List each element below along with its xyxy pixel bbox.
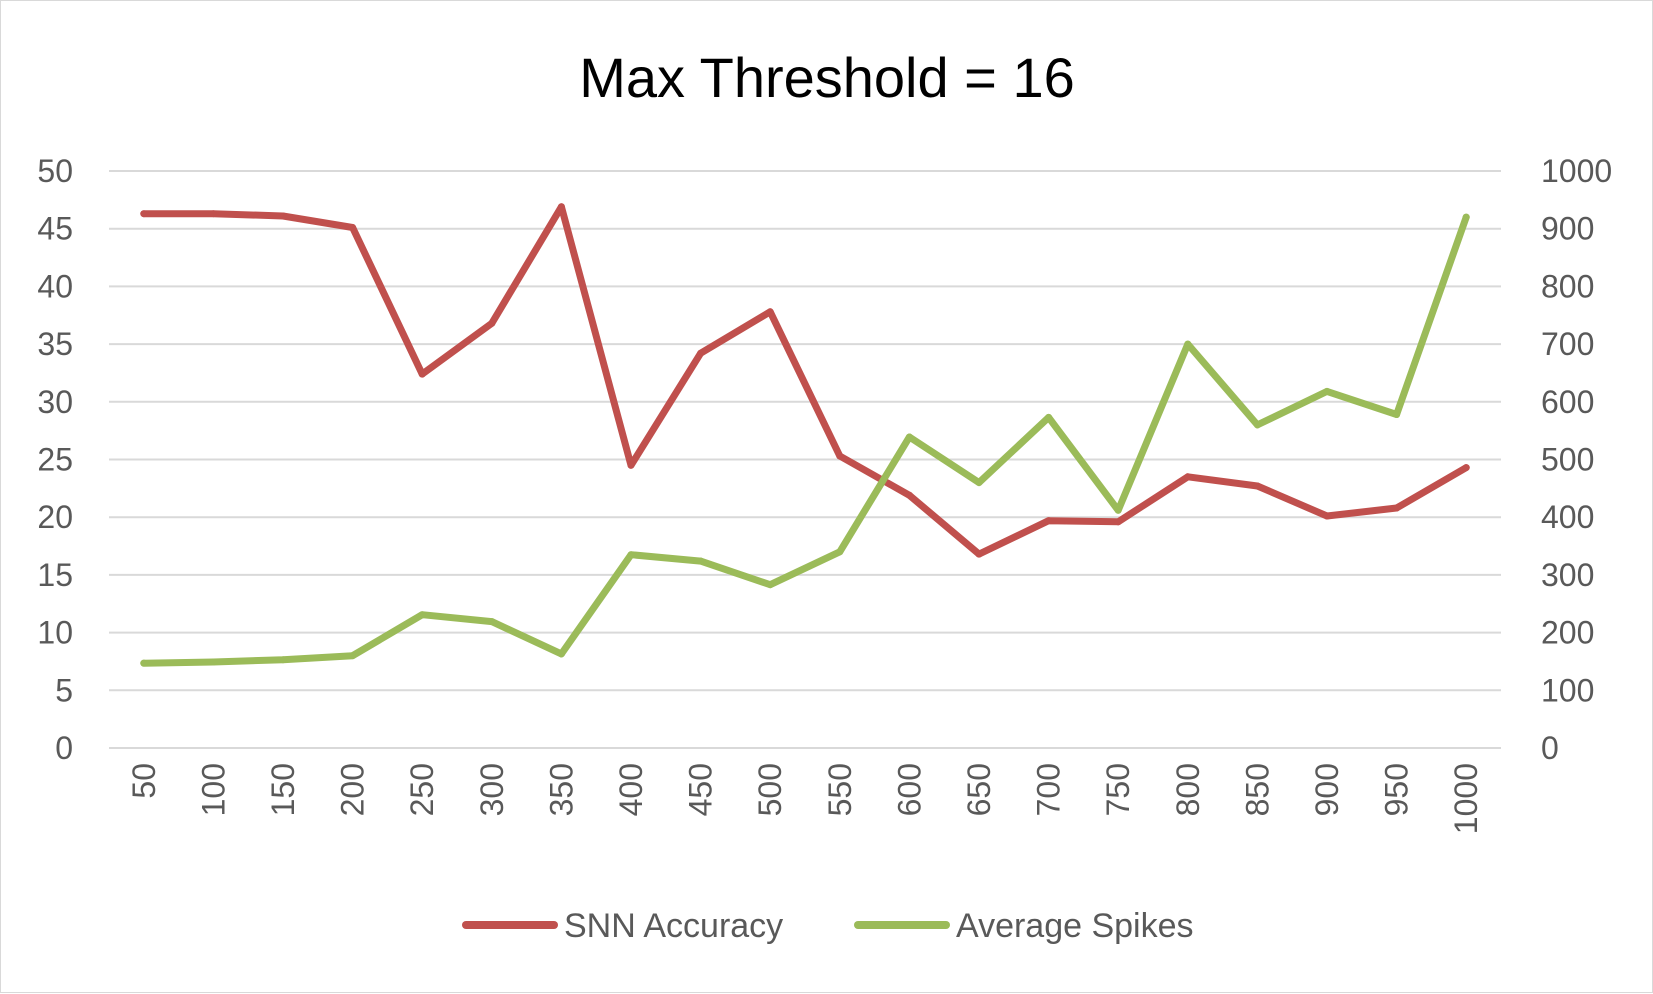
data-point xyxy=(627,461,635,469)
data-point xyxy=(349,224,357,232)
right-tick-label: 500 xyxy=(1541,442,1594,478)
x-tick-label: 450 xyxy=(683,763,719,816)
x-tick-label: 750 xyxy=(1100,763,1136,816)
data-point xyxy=(766,308,774,316)
data-point xyxy=(418,611,426,619)
data-point xyxy=(140,659,148,667)
series-line-0 xyxy=(140,203,1470,558)
data-point xyxy=(766,581,774,589)
x-tick-label: 50 xyxy=(126,763,162,799)
data-point xyxy=(1462,464,1470,472)
left-tick-label: 0 xyxy=(55,730,73,766)
data-point xyxy=(488,618,496,626)
data-point xyxy=(488,319,496,327)
left-tick-label: 30 xyxy=(37,384,73,420)
x-tick-label: 200 xyxy=(335,763,371,816)
right-tick-label: 600 xyxy=(1541,384,1594,420)
gridlines xyxy=(109,170,1501,749)
left-y-axis: 0 5 10 15 20 25 30 35 40 45 50 xyxy=(37,153,73,766)
left-tick-label: 45 xyxy=(37,211,73,247)
data-point xyxy=(1114,506,1122,514)
data-point xyxy=(975,550,983,558)
x-tick-label: 600 xyxy=(891,763,927,816)
data-point xyxy=(1323,387,1331,395)
data-point xyxy=(1462,213,1470,221)
data-point xyxy=(557,203,565,211)
x-tick-label: 650 xyxy=(961,763,997,816)
data-point xyxy=(349,652,357,660)
data-point xyxy=(1184,340,1192,348)
data-point xyxy=(697,349,705,357)
right-tick-label: 1000 xyxy=(1541,153,1612,189)
data-point xyxy=(836,548,844,556)
x-tick-label: 500 xyxy=(752,763,788,816)
x-tick-label: 150 xyxy=(265,763,301,816)
x-axis: 50 100 150 200 250 300 350 400 450 500 550 600 650 70… xyxy=(126,763,1484,834)
x-tick-label: 400 xyxy=(613,763,649,816)
right-tick-label: 400 xyxy=(1541,499,1594,535)
x-tick-label: 300 xyxy=(474,763,510,816)
series-0 xyxy=(140,203,1470,558)
data-point xyxy=(1253,421,1261,429)
data-point xyxy=(209,658,217,666)
left-tick-label: 20 xyxy=(37,499,73,535)
data-point xyxy=(975,479,983,487)
x-tick-label: 950 xyxy=(1379,763,1415,816)
right-tick-label: 900 xyxy=(1541,211,1594,247)
series-layer xyxy=(140,203,1470,667)
right-tick-label: 300 xyxy=(1541,557,1594,593)
data-point xyxy=(1045,517,1053,525)
data-point xyxy=(1114,518,1122,526)
left-tick-label: 40 xyxy=(37,268,73,304)
left-tick-label: 5 xyxy=(55,672,73,708)
data-point xyxy=(836,452,844,460)
x-tick-label: 350 xyxy=(543,763,579,816)
legend: SNN Accuracy Average Spikes xyxy=(462,907,1194,945)
right-tick-label: 0 xyxy=(1541,730,1559,766)
data-point xyxy=(697,557,705,565)
legend-label-1: Average Spikes xyxy=(956,907,1194,945)
data-point xyxy=(1323,512,1331,520)
right-tick-label: 100 xyxy=(1541,672,1594,708)
x-tick-label: 100 xyxy=(195,763,231,816)
data-point xyxy=(279,656,287,664)
chart-title: Max Threshold = 16 xyxy=(579,46,1074,109)
data-point xyxy=(1393,504,1401,512)
left-tick-label: 15 xyxy=(37,557,73,593)
x-tick-label: 850 xyxy=(1239,763,1275,816)
left-tick-label: 10 xyxy=(37,615,73,651)
data-point xyxy=(1045,413,1053,421)
data-point xyxy=(1184,473,1192,481)
data-point xyxy=(418,370,426,378)
x-tick-label: 550 xyxy=(822,763,858,816)
series-1 xyxy=(140,213,1470,667)
data-point xyxy=(627,551,635,559)
data-point xyxy=(1253,482,1261,490)
x-tick-label: 800 xyxy=(1170,763,1206,816)
data-point xyxy=(1393,410,1401,418)
legend-label-0: SNN Accuracy xyxy=(564,907,783,945)
data-point xyxy=(140,210,148,218)
data-point xyxy=(279,212,287,220)
data-point xyxy=(905,433,913,441)
x-tick-label: 1000 xyxy=(1448,763,1484,834)
right-tick-label: 200 xyxy=(1541,615,1594,651)
data-point xyxy=(209,210,217,218)
x-tick-label: 250 xyxy=(404,763,440,816)
left-tick-label: 35 xyxy=(37,326,73,362)
left-tick-label: 25 xyxy=(37,442,73,478)
x-tick-label: 900 xyxy=(1309,763,1345,816)
right-tick-label: 700 xyxy=(1541,326,1594,362)
x-tick-label: 700 xyxy=(1031,763,1067,816)
left-tick-label: 50 xyxy=(37,153,73,189)
series-line-1 xyxy=(140,213,1470,667)
data-point xyxy=(905,491,913,499)
right-y-axis: 0 100 200 300 400 500 600 700 800 900 1000 xyxy=(1541,153,1612,766)
data-point xyxy=(557,650,565,658)
right-tick-label: 800 xyxy=(1541,268,1594,304)
